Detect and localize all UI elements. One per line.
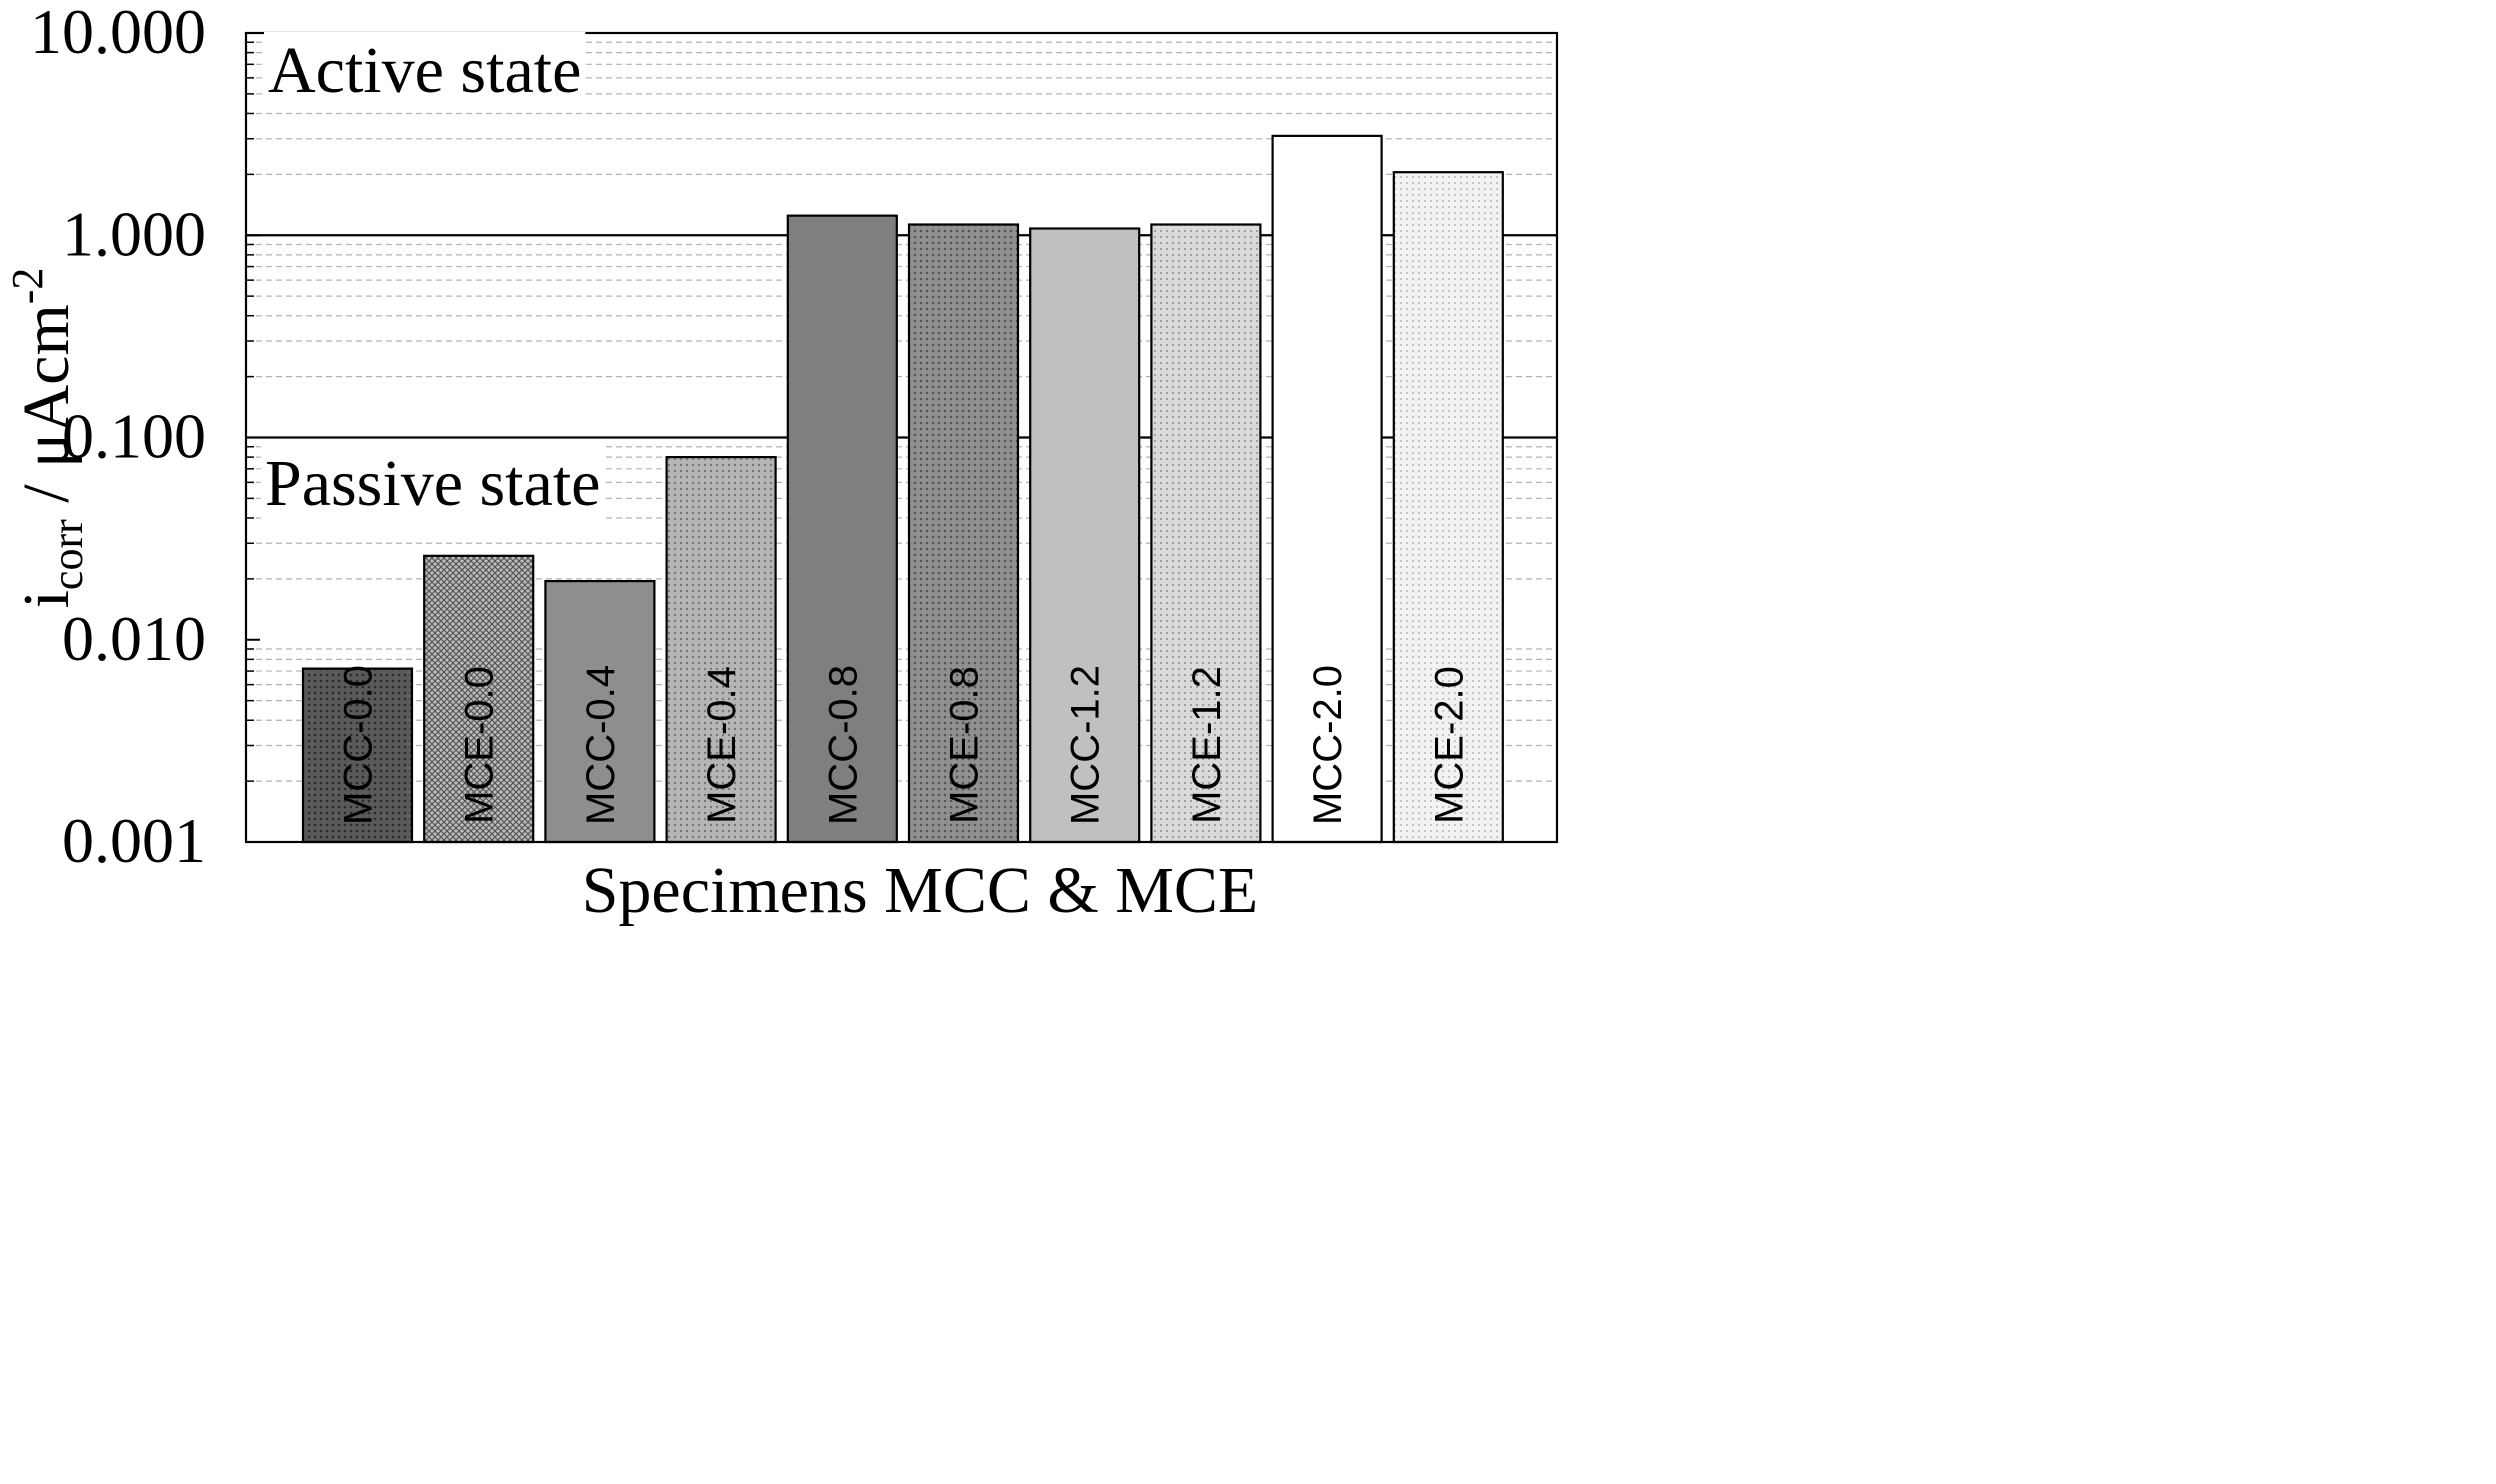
y-tick-label: 1.000 xyxy=(62,198,206,269)
bar-label: MCC-2.0 xyxy=(1306,665,1350,825)
y-axis-title: icorr / μAcm-2 xyxy=(3,268,92,609)
y-axis-title-unit: / μAcm xyxy=(10,304,83,519)
bar xyxy=(1392,171,1504,844)
y-axis-ticks: 0.001 0.010 0.100 1.000 10.000 xyxy=(30,0,260,876)
bar-label: MCE-0.4 xyxy=(700,666,744,824)
bar-group-mcc-1-2: MCC-1.2 xyxy=(1029,227,1141,844)
y-tick-label: 10.000 xyxy=(30,0,206,67)
bar-group-mcc-0-0: MCC-0.0 xyxy=(301,665,414,844)
bar-group-mce-2-0: MCE-2.0 xyxy=(1392,171,1504,844)
bar-label: MCE-0.8 xyxy=(943,666,987,824)
y-tick-label: 0.100 xyxy=(62,401,206,472)
annotation-background xyxy=(261,445,605,522)
bar xyxy=(1271,134,1383,844)
bar-group-mce-0-4: MCE-0.4 xyxy=(665,456,777,844)
y-tick-label: 0.001 xyxy=(62,805,206,876)
bar-label: MCC-0.4 xyxy=(579,665,623,825)
bar-label: MCE-2.0 xyxy=(1427,666,1471,824)
bar-group-mcc-0-8: MCC-0.8 xyxy=(786,214,898,844)
bar-group-mce-0-8: MCE-0.8 xyxy=(907,223,1020,844)
bar-label: MCE-1.2 xyxy=(1185,666,1229,824)
y-axis-title-subscript: corr xyxy=(43,519,92,590)
bar xyxy=(301,667,414,844)
bar-label: MCE-0.0 xyxy=(458,666,502,824)
y-tick-label: 0.010 xyxy=(62,603,206,674)
bar xyxy=(665,456,777,844)
bar xyxy=(1029,227,1141,844)
y-axis-title-main: i xyxy=(10,590,83,608)
bar-group-mce-0-0: MCE-0.0 xyxy=(423,554,535,844)
annotation-background xyxy=(264,32,586,109)
bar-group-mcc-0-4: MCC-0.4 xyxy=(544,579,656,844)
bar xyxy=(1150,223,1262,844)
y-axis-title-superscript: -2 xyxy=(3,268,52,305)
bar-label: MCC-0.8 xyxy=(821,665,865,825)
x-axis-title: Specimens MCC & MCE xyxy=(582,854,1259,927)
bar-label: MCC-1.2 xyxy=(1064,665,1108,825)
passive-state-label: Passive state xyxy=(265,447,600,520)
bar xyxy=(786,214,898,844)
bar-label: MCC-0.0 xyxy=(337,665,381,825)
bar-group-mcc-2-0: MCC-2.0 xyxy=(1271,134,1383,844)
active-state-label: Active state xyxy=(268,34,581,107)
bar xyxy=(423,554,535,844)
bar xyxy=(544,579,656,844)
svg-text:icorr / μAcm-2: icorr / μAcm-2 xyxy=(3,268,92,609)
bar-group-mce-1-2: MCE-1.2 xyxy=(1150,223,1262,844)
bars: MCC-0.0 MCE-0.0 MCC-0.4 MCE-0.4 MCC-0.8 MCE-0… xyxy=(301,134,1504,844)
